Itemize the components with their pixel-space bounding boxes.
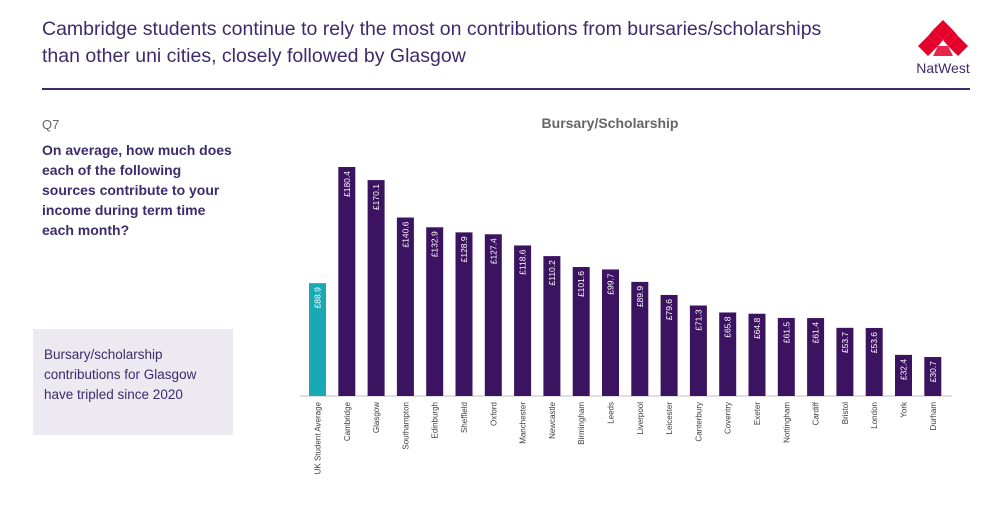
bar: [748, 313, 766, 396]
bar: [484, 234, 502, 396]
bar: [572, 267, 590, 396]
bar: [396, 217, 414, 396]
bar-value-label: £128.9: [459, 236, 469, 262]
bar: [777, 317, 795, 396]
category-tick-label: Cambridge: [343, 401, 352, 441]
category-tick-label: Exeter: [753, 402, 762, 425]
bar: [836, 327, 854, 396]
bar: [338, 167, 356, 396]
callout-text: Bursary/scholarship contributions for Gl…: [44, 347, 197, 402]
bar: [455, 232, 473, 396]
bar: [514, 245, 532, 396]
bar-value-label: £127.4: [488, 238, 498, 264]
page-title: Cambridge students continue to rely the …: [42, 18, 822, 67]
bar: [924, 357, 942, 396]
bar: [543, 256, 561, 396]
bar: [719, 312, 737, 396]
bar-value-label: £61.5: [781, 322, 791, 344]
bar-value-label: £79.6: [664, 299, 674, 321]
bar-value-label: £88.9: [313, 287, 323, 309]
header-divider: [42, 88, 970, 90]
category-tick-label: Glasgow: [372, 402, 381, 433]
bar-value-label: £170.1: [371, 184, 381, 210]
bar: [660, 294, 678, 396]
bar-value-label: £32.4: [899, 359, 909, 381]
category-tick-label: Leeds: [607, 402, 616, 424]
category-tick-label: Southampton: [401, 402, 410, 450]
category-tick-label: Bristol: [841, 402, 850, 424]
bar: [865, 327, 883, 396]
bar-value-label: £180.4: [342, 171, 352, 197]
category-tick-label: Edinburgh: [431, 402, 440, 438]
bar: [309, 283, 326, 396]
bar: [602, 269, 619, 396]
category-tick-label: Nottingham: [782, 402, 791, 443]
bar: [631, 281, 649, 396]
category-tick-label: York: [900, 401, 909, 418]
category-tick-label: Sheffield: [460, 402, 469, 433]
callout-box: Bursary/scholarship contributions for Gl…: [33, 329, 233, 435]
bar: [895, 354, 912, 396]
bar-value-label: £132.9: [430, 231, 440, 257]
bar-value-label: £30.7: [928, 361, 938, 383]
bar: [689, 305, 707, 396]
category-tick-label: Cardiff: [812, 401, 821, 425]
category-tick-label: Leicester: [665, 402, 674, 435]
category-tick-label: Oxford: [489, 402, 498, 426]
bar-value-label: £64.8: [752, 317, 762, 339]
bar-value-label: £110.2: [547, 260, 557, 286]
category-tick-label: Birmingham: [577, 402, 586, 445]
question-text: On average, how much does each of the fo…: [42, 142, 232, 238]
category-tick-label: Liverpool: [636, 402, 645, 435]
category-tick-label: Manchester: [519, 402, 528, 444]
bar-value-label: £89.9: [635, 286, 645, 308]
logo-text: NatWest: [916, 60, 970, 76]
category-tick-label: Durham: [929, 402, 938, 431]
bar-value-label: £65.8: [723, 316, 733, 338]
category-tick-label: London: [870, 402, 879, 429]
category-tick-label: Canterbury: [694, 402, 703, 442]
bar-value-label: £99.7: [606, 273, 616, 295]
category-tick-label: Newcastle: [548, 401, 557, 438]
bar: [426, 227, 444, 396]
bar-value-label: £71.3: [693, 309, 703, 331]
chart-title: Bursary/Scholarship: [541, 115, 679, 131]
category-tick-label: Coventry: [724, 402, 733, 434]
bar: [367, 180, 385, 396]
category-tick-label: UK Student Average: [314, 401, 323, 474]
bar-value-label: £53.7: [840, 332, 850, 354]
natwest-logo-icon: [918, 20, 968, 56]
bar-value-label: £140.6: [400, 221, 410, 247]
bar-value-label: £118.6: [518, 249, 528, 275]
question-label: Q7: [42, 117, 60, 132]
bar-value-label: £61.4: [811, 322, 821, 344]
bar-value-label: £53.6: [869, 332, 879, 354]
bar-value-label: £101.6: [576, 271, 586, 297]
bar: [807, 318, 825, 396]
